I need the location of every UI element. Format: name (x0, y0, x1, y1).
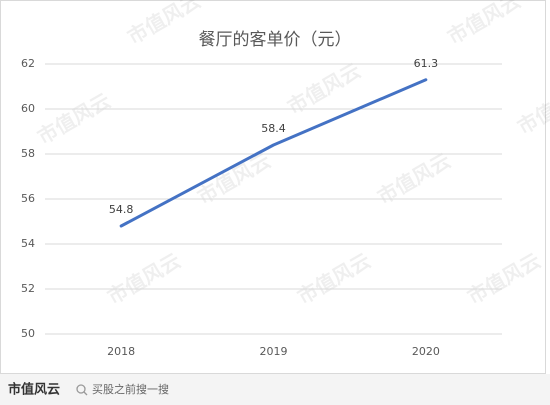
y-tick-label: 58 (21, 147, 35, 160)
value-label: 58.4 (261, 122, 286, 135)
y-tick-label: 60 (21, 102, 35, 115)
y-tick-label: 52 (21, 282, 35, 295)
search-icon (76, 384, 86, 394)
footer-slogan: 买股之前搜一搜 (92, 382, 169, 396)
series-line (119, 78, 428, 228)
y-tick-label: 56 (21, 192, 35, 205)
value-label: 61.3 (414, 57, 439, 70)
x-tick-label: 2020 (412, 345, 440, 358)
footer-logo: 市值风云 (8, 382, 60, 398)
x-tick-label: 2018 (107, 345, 135, 358)
value-label: 54.8 (109, 203, 134, 216)
y-tick-label: 54 (21, 237, 35, 250)
y-tick-label: 62 (21, 57, 35, 70)
y-tick-label: 50 (21, 327, 35, 340)
chart-title: 餐厅的客单价（元） (199, 30, 352, 50)
chart-frame (0, 0, 546, 374)
search-icon-handle (83, 391, 88, 396)
x-tick-label: 2019 (260, 345, 288, 358)
footer-bar (0, 374, 550, 405)
